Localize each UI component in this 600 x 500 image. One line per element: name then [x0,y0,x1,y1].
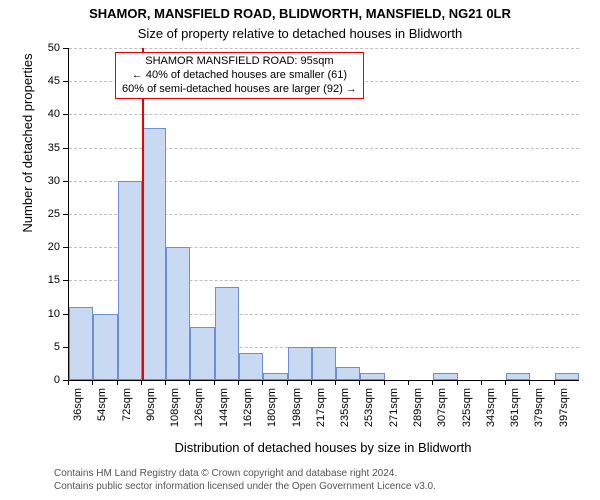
y-tick [63,148,68,149]
x-tick-label: 397sqm [558,388,570,427]
bar [69,307,93,380]
annotation-box: SHAMOR MANSFIELD ROAD: 95sqm ← 40% of de… [115,52,364,99]
annotation-line-2: ← 40% of detached houses are smaller (61… [122,69,357,83]
bar [239,353,263,380]
y-tick-label: 0 [40,374,60,386]
bar [142,128,166,380]
x-tick [117,380,118,385]
bar [360,373,384,380]
annotation-line-1: SHAMOR MANSFIELD ROAD: 95sqm [122,55,357,69]
y-tick [63,114,68,115]
y-tick [63,214,68,215]
x-tick-label: 379sqm [533,388,545,427]
y-tick [63,347,68,348]
x-tick-label: 289sqm [412,388,424,427]
x-tick-label: 271sqm [388,388,400,427]
bar [190,327,214,380]
bar [93,314,117,380]
x-tick-label: 162sqm [242,388,254,427]
bar [263,373,287,380]
x-tick [408,380,409,385]
bar [166,247,190,380]
chart-container: SHAMOR, MANSFIELD ROAD, BLIDWORTH, MANSF… [0,0,600,500]
y-tick [63,181,68,182]
y-tick [63,81,68,82]
bar [312,347,336,380]
x-tick-label: 72sqm [121,388,133,421]
y-tick [63,247,68,248]
x-tick-label: 90sqm [145,388,157,421]
y-tick-label: 15 [40,274,60,286]
x-tick [214,380,215,385]
title-sub: Size of property relative to detached ho… [0,26,600,41]
y-tick-label: 25 [40,208,60,220]
attribution-line-1: Contains HM Land Registry data © Crown c… [54,468,436,481]
x-tick [141,380,142,385]
y-tick-label: 5 [40,341,60,353]
attribution-line-2: Contains public sector information licen… [54,481,436,494]
y-tick-label: 50 [40,42,60,54]
y-tick [63,280,68,281]
x-tick-label: 325sqm [461,388,473,427]
bar [288,347,312,380]
x-tick [529,380,530,385]
x-tick-label: 217sqm [315,388,327,427]
bar [433,373,457,380]
attribution: Contains HM Land Registry data © Crown c… [54,468,436,493]
x-tick [311,380,312,385]
gridline [69,48,579,49]
title-main: SHAMOR, MANSFIELD ROAD, BLIDWORTH, MANSF… [0,6,600,21]
x-tick [457,380,458,385]
x-tick-label: 180sqm [266,388,278,427]
x-tick [68,380,69,385]
x-tick [287,380,288,385]
x-tick [384,380,385,385]
x-tick-label: 36sqm [72,388,84,421]
x-tick [359,380,360,385]
x-tick-label: 126sqm [193,388,205,427]
y-tick [63,314,68,315]
y-tick-label: 10 [40,308,60,320]
x-tick-label: 343sqm [485,388,497,427]
x-tick-label: 307sqm [436,388,448,427]
x-tick [165,380,166,385]
x-tick [92,380,93,385]
x-axis-title: Distribution of detached houses by size … [68,440,578,455]
bar [336,367,360,380]
x-tick [432,380,433,385]
x-tick [554,380,555,385]
x-tick-label: 54sqm [96,388,108,421]
y-tick-label: 30 [40,175,60,187]
gridline [69,114,579,115]
x-tick-label: 144sqm [218,388,230,427]
x-tick [189,380,190,385]
y-axis-title: Number of detached properties [20,0,35,309]
bar [118,181,142,380]
x-tick [262,380,263,385]
x-tick-label: 235sqm [339,388,351,427]
bar [215,287,239,380]
x-tick [335,380,336,385]
annotation-line-3: 60% of semi-detached houses are larger (… [122,83,357,97]
x-tick [238,380,239,385]
y-tick [63,48,68,49]
bar [506,373,530,380]
y-tick-label: 40 [40,108,60,120]
y-tick-label: 20 [40,241,60,253]
x-tick-label: 253sqm [363,388,375,427]
y-tick-label: 35 [40,142,60,154]
bar [555,373,579,380]
x-tick-label: 361sqm [509,388,521,427]
x-tick [481,380,482,385]
y-tick-label: 45 [40,75,60,87]
x-tick-label: 108sqm [169,388,181,427]
x-tick-label: 198sqm [291,388,303,427]
x-tick [505,380,506,385]
